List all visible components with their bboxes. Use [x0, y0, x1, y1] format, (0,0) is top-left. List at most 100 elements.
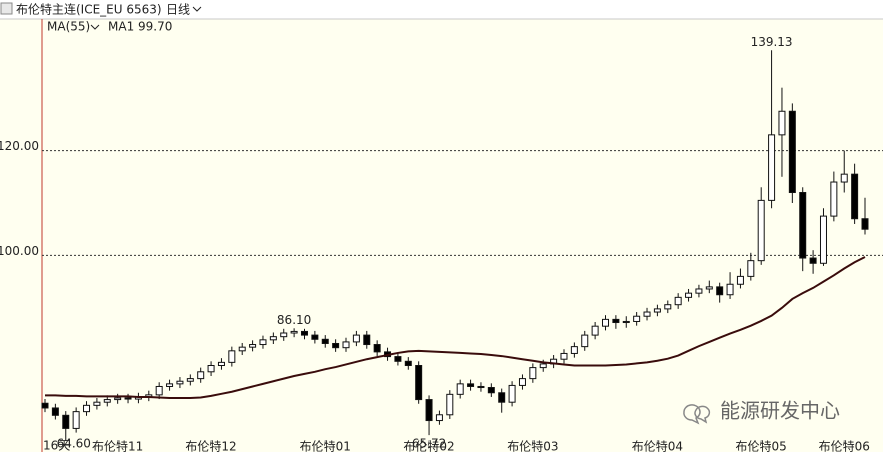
extreme-label: 65.72 [412, 437, 446, 451]
candle-body [373, 344, 381, 353]
candle-body [508, 384, 516, 403]
candle-body [290, 330, 298, 334]
candle-body [570, 346, 578, 354]
x-tick-label: 布伦特11 [92, 439, 143, 452]
candle-body [674, 296, 682, 306]
candle-body [103, 399, 111, 403]
candle-body [591, 325, 599, 336]
watermark-icon [683, 404, 711, 425]
symbol-title[interactable]: 布伦特主连(ICE_EU 6563) [16, 2, 162, 17]
candle-body [467, 383, 475, 387]
candle-body [633, 315, 641, 322]
candle-body [830, 181, 838, 217]
candle-body [736, 275, 744, 285]
candle-body [93, 401, 101, 406]
candle-body [840, 173, 848, 183]
x-tick-label: 布伦特06 [819, 439, 870, 452]
candle-body [695, 288, 703, 294]
watermark: 能源研发中心 [720, 399, 840, 423]
candle-body [539, 363, 547, 369]
candle-body [560, 352, 568, 360]
x-tick-label: 布伦特05 [736, 439, 787, 452]
candle-body [332, 342, 340, 349]
ma-line [45, 256, 866, 400]
candle-body [612, 318, 620, 324]
y-tick-label: 100.00 [0, 244, 39, 258]
x-tick-label: 布伦特03 [507, 439, 558, 452]
header-icon [0, 2, 13, 15]
corner-note: 16天 [43, 439, 70, 452]
candle-body [62, 414, 70, 429]
candle-body [217, 361, 225, 367]
candle-body [114, 397, 122, 401]
candle-body [518, 378, 526, 386]
candle-body [249, 344, 257, 348]
candle-body [529, 367, 537, 380]
candle-body [352, 334, 360, 343]
candle-body [705, 286, 713, 290]
candle-body [861, 218, 869, 230]
candle-body [747, 260, 755, 277]
x-tick-label: 布伦特04 [632, 439, 683, 452]
candle-body [197, 371, 205, 380]
ma-legend[interactable]: MA(55) [47, 20, 90, 34]
candle-body [446, 393, 454, 416]
candle-body [404, 360, 412, 367]
candle-body [799, 192, 807, 259]
candle-body [83, 404, 91, 413]
candle-body [456, 383, 464, 395]
candle-body [726, 283, 734, 296]
candle-body [778, 110, 786, 136]
candle-body [207, 365, 215, 373]
extreme-label: 86.10 [277, 313, 311, 327]
candle-body [487, 387, 495, 394]
x-tick-label: 布伦特01 [300, 439, 351, 452]
candle-body [653, 308, 661, 313]
candle-body [602, 318, 610, 327]
candle-body [851, 173, 859, 220]
extreme-label: 139.13 [751, 35, 793, 49]
ma-readout: MA1 99.70 [108, 20, 172, 34]
candle-body [819, 215, 827, 264]
candle-body [311, 334, 319, 340]
candle-body [72, 411, 80, 429]
candle-body [716, 286, 724, 296]
candle-body [415, 365, 423, 401]
x-tick-label: 布伦特12 [185, 439, 236, 452]
candle-body [269, 336, 277, 341]
extreme-label: 64.60 [57, 437, 91, 451]
candle-body [685, 292, 693, 298]
candle-body [41, 402, 49, 409]
candle-body [342, 341, 350, 349]
candle-body [435, 414, 443, 422]
candle-body [477, 385, 485, 389]
candle-body [768, 134, 776, 201]
candle-body [155, 385, 163, 396]
candle-body [300, 330, 308, 336]
x-tick-label: 布伦特02 [403, 439, 454, 452]
candle-body [757, 199, 765, 262]
candle-body [809, 257, 817, 264]
candle-body [51, 407, 59, 416]
candle-body [581, 334, 589, 348]
period-select[interactable]: 日线 [166, 3, 190, 17]
candle-body [176, 380, 184, 385]
candle-body [622, 320, 630, 324]
candle-body [124, 397, 132, 400]
candle-body [664, 304, 672, 310]
candle-body [425, 399, 433, 422]
ma-caret [90, 24, 100, 30]
candle-body [280, 332, 288, 338]
candle-body [788, 110, 796, 194]
candle-body [321, 338, 329, 344]
candle-body [394, 356, 402, 362]
candle-body [643, 311, 651, 317]
candle-body [259, 339, 267, 346]
candle-body [186, 378, 194, 382]
candle-body [228, 350, 236, 363]
candle-body [363, 334, 371, 346]
candle-body [166, 383, 174, 387]
candle-body [238, 346, 246, 352]
